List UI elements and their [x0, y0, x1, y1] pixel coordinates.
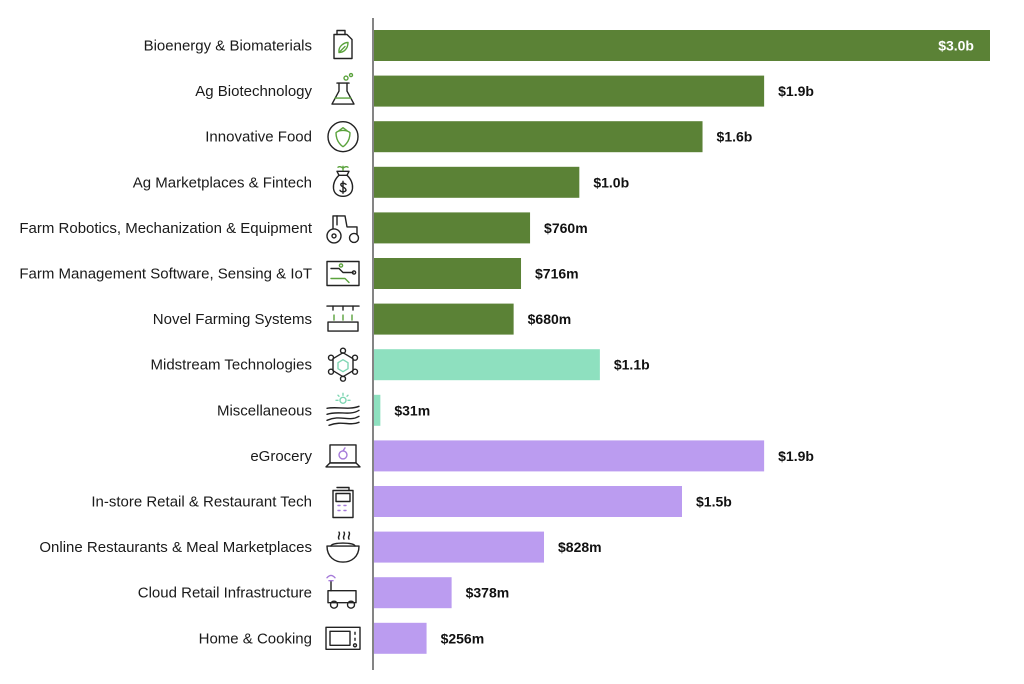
category-label: Cloud Retail Infrastructure [138, 585, 312, 602]
bar [374, 394, 381, 426]
category-label: Bioenergy & Biomaterials [144, 38, 312, 55]
category-label: Ag Biotechnology [195, 83, 312, 100]
vertical-farm-icon [326, 305, 360, 332]
data-label: $1.0b [593, 174, 629, 190]
data-label: $378m [466, 585, 510, 601]
category-label: Miscellaneous [217, 402, 312, 419]
category-label: Farm Robotics, Mechanization & Equipment [19, 220, 312, 237]
flask-icon [331, 72, 355, 105]
data-label: $1.1b [614, 357, 650, 373]
bar [374, 531, 545, 563]
data-label: $1.9b [778, 83, 814, 99]
category-label: Innovative Food [205, 129, 312, 146]
bars [374, 30, 990, 654]
payment-terminal-icon [332, 486, 354, 519]
delivery-robot-icon [326, 574, 357, 609]
category-label: Online Restaurants & Meal Marketplaces [39, 539, 312, 556]
money-bag-icon [332, 165, 354, 198]
bar [374, 486, 682, 517]
category-label: Novel Farming Systems [153, 311, 312, 328]
data-label: $680m [528, 311, 572, 327]
bar [374, 622, 427, 654]
circuit-board-icon [326, 260, 360, 287]
bar [374, 577, 452, 609]
data-label: $31m [394, 402, 430, 418]
bar [374, 303, 514, 335]
microwave-icon [325, 626, 361, 650]
bar [374, 349, 600, 381]
category-labels: Bioenergy & Biomaterials Ag Biotechnology… [19, 38, 312, 648]
category-label: Farm Management Software, Sensing & IoT [19, 266, 312, 283]
fuel-can-leaf-icon [333, 29, 353, 60]
data-label: $3.0b [938, 38, 974, 54]
sun-field-icon [326, 392, 360, 426]
bar [374, 30, 990, 61]
value-labels: $3.0b $1.9b $1.6b $1.0b $760m $716m $680m $1.1b… [394, 38, 974, 647]
data-label: $760m [544, 220, 588, 236]
soup-bowl-icon [326, 531, 360, 563]
tractor-icon [326, 215, 360, 244]
data-label: $716m [535, 266, 579, 282]
data-label: $256m [441, 630, 485, 646]
bar [374, 166, 580, 198]
data-label: $1.9b [778, 448, 814, 464]
category-icons [325, 29, 361, 650]
bar [374, 75, 765, 107]
strawberry-icon [327, 120, 359, 153]
data-label: $1.6b [717, 129, 753, 145]
category-label: In-store Retail & Restaurant Tech [91, 494, 312, 511]
bar [374, 121, 703, 153]
data-label: $1.5b [696, 494, 732, 510]
category-label: Ag Marketplaces & Fintech [133, 174, 312, 191]
category-label: Home & Cooking [199, 630, 312, 647]
bar [374, 212, 531, 244]
data-label: $828m [558, 539, 602, 555]
category-label: Midstream Technologies [151, 357, 312, 374]
laptop-apple-icon [325, 444, 361, 468]
category-label: eGrocery [250, 448, 312, 465]
bar [374, 258, 522, 289]
bar [374, 440, 765, 472]
network-hexagon-icon [327, 347, 359, 382]
